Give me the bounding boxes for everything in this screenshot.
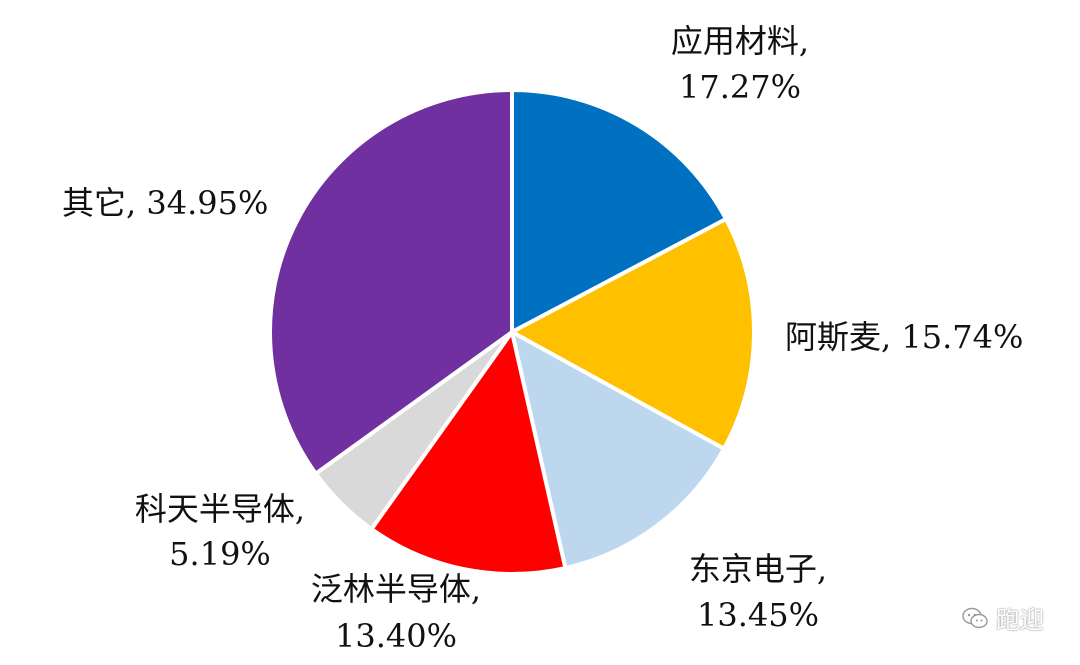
slice-label-4-line1: 科天半导体, — [135, 490, 305, 528]
slice-label-3-line2: 13.40% — [335, 617, 457, 655]
labels-layer: 应用材料, 17.27% 阿斯麦, 15.74% 东京电子, 13.45% 泛林… — [62, 22, 1023, 655]
pie-slice-3 — [369, 330, 568, 576]
slice-label-5-line1: 其它, 34.95% — [62, 184, 268, 222]
slice-label-1-line1: 阿斯麦, 15.74% — [785, 318, 1023, 356]
slice-label-4-line2: 5.19% — [169, 535, 271, 573]
pie-slice-0 — [510, 88, 729, 334]
slice-label-2-line1: 东京电子, — [689, 550, 827, 588]
pie-slice-5 — [268, 88, 514, 476]
watermark: 跑迎 — [962, 600, 1044, 635]
slice-label-0-line2: 17.27% — [679, 68, 801, 106]
slice-label-0-line1: 应用材料, — [671, 22, 809, 60]
pie-slice-2 — [510, 330, 726, 571]
pie-slice-1 — [510, 217, 756, 451]
watermark-text: 跑迎 — [996, 606, 1044, 634]
slice-label-2-line2: 13.45% — [697, 596, 819, 634]
slices-layer — [268, 88, 756, 576]
slice-label-3-line1: 泛林半导体, — [311, 570, 481, 608]
wechat-icon — [962, 607, 988, 628]
